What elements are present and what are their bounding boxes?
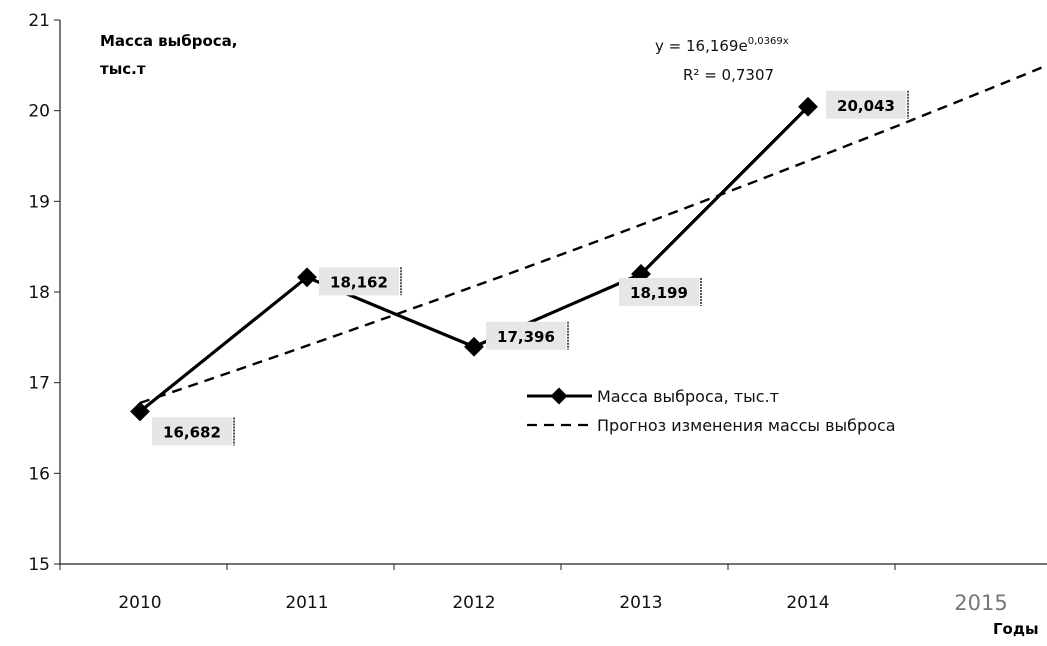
trend-equation: y = 16,169e0,0369x xyxy=(655,36,789,55)
y-tick-label: 15 xyxy=(28,555,50,575)
legend-trend-label: Прогноз изменения массы выброса xyxy=(597,416,896,435)
y-tick-label: 20 xyxy=(28,102,50,122)
y-axis-title-line2: тыс.т xyxy=(100,60,146,78)
data-label-box xyxy=(826,90,906,119)
y-tick-label: 21 xyxy=(28,11,50,31)
data-label: 20,043 xyxy=(837,97,895,115)
trend-r2: R² = 0,7307 xyxy=(683,66,774,84)
x-tick-label: 2010 xyxy=(118,593,161,613)
y-axis-title-line1: Масса выброса, xyxy=(100,32,237,50)
series-marker xyxy=(297,267,317,288)
legend: Масса выброса, тыс.т Прогноз изменения м… xyxy=(527,387,896,435)
x-ticks: 2010 2011 2012 2013 2014 2015 xyxy=(59,564,1008,615)
data-label: 18,162 xyxy=(330,273,388,291)
data-label-box xyxy=(319,267,399,296)
x-tick-label-extra: 2015 xyxy=(954,591,1007,615)
data-label-box xyxy=(619,277,699,306)
series-markers xyxy=(130,96,818,422)
series-marker xyxy=(464,336,484,357)
y-tick-label: 18 xyxy=(28,283,50,303)
y-tick-label: 17 xyxy=(28,374,50,394)
data-label: 18,199 xyxy=(630,284,688,302)
y-ticks: 15 16 17 18 19 20 21 xyxy=(28,11,60,575)
x-tick-label: 2013 xyxy=(619,593,662,613)
y-tick-label: 16 xyxy=(28,464,50,484)
data-label-box xyxy=(486,321,566,350)
data-label-box xyxy=(152,417,232,446)
series-line xyxy=(138,105,810,413)
y-tick-label: 19 xyxy=(28,192,50,212)
x-axis-title: Годы xyxy=(993,620,1039,638)
legend-series-marker xyxy=(550,387,568,405)
trend-line xyxy=(139,64,1047,405)
x-tick-label: 2011 xyxy=(285,593,328,613)
data-label: 17,396 xyxy=(497,328,555,346)
series-marker xyxy=(130,401,150,422)
x-tick-label: 2014 xyxy=(786,593,829,613)
legend-series-label: Масса выброса, тыс.т xyxy=(597,387,779,406)
x-tick-label: 2012 xyxy=(452,593,495,613)
data-label: 16,682 xyxy=(163,423,221,441)
data-labels: 16,682 18,162 17,396 18,199 20,043 xyxy=(152,90,909,446)
